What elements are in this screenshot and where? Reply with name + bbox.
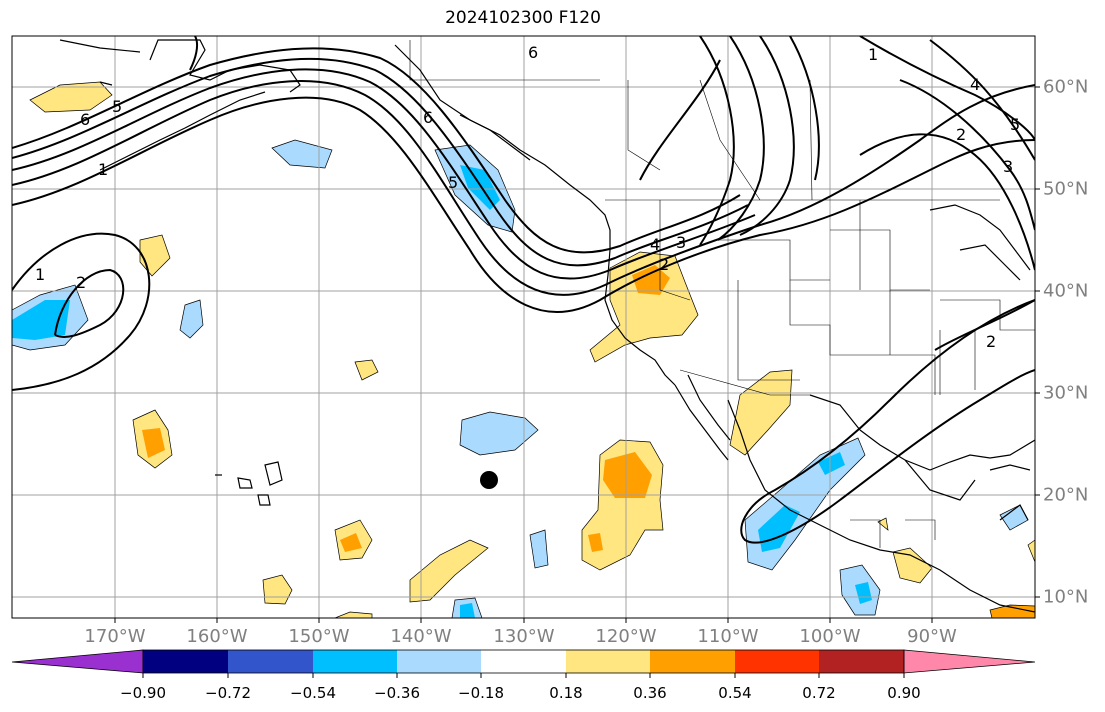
contour-line (934, 299, 1035, 351)
anomaly-positive-area (588, 533, 603, 552)
contour-line (189, 36, 199, 71)
anomaly-positive-area (142, 428, 165, 458)
lon-label: 120°W (595, 626, 657, 647)
anomaly-negative-area (818, 452, 845, 475)
anomaly-negative-area (179, 299, 204, 339)
contour-label: 1 (35, 265, 45, 284)
contour-line (12, 96, 1035, 313)
anomaly-positive-area (29, 81, 113, 113)
contour-line (54, 268, 125, 338)
anomaly-positive-area (354, 359, 379, 381)
contour-line (12, 47, 741, 254)
lat-label: 60°N (1043, 76, 1089, 98)
colorbar-tick-label: −0.18 (458, 684, 504, 702)
anomaly-positive-area (877, 517, 889, 531)
lon-label: 140°W (390, 626, 452, 647)
contour-label: 2 (76, 273, 86, 292)
contour-labels: 6 5 1 6 5 4 3 2 1 2 6 5 4 3 2 1 2 (35, 43, 1020, 351)
lon-label: 100°W (799, 626, 861, 647)
contour-line (699, 36, 735, 246)
colorbar-tick-label: −0.90 (120, 684, 166, 702)
contour-line (12, 232, 151, 391)
contour-label: 1 (868, 45, 878, 64)
lon-label: 150°W (288, 626, 350, 647)
contour-lines (12, 36, 1035, 544)
anomaly-positive-area (892, 547, 933, 584)
contour-line (859, 133, 1035, 271)
anomaly-positive-area (632, 265, 670, 295)
contour-label: 5 (1010, 115, 1020, 134)
contour-label: 2 (659, 255, 669, 274)
anomaly-negative-area (855, 582, 872, 604)
coastlines (59, 39, 1035, 613)
contour-label: 6 (80, 110, 90, 129)
lon-label: 90°W (907, 626, 957, 647)
contour-label: 6 (528, 43, 538, 62)
contour-line (639, 59, 721, 181)
contour-label: 3 (1003, 157, 1013, 176)
anomaly-negative-area (529, 529, 549, 569)
anomaly-positive-area (729, 369, 793, 456)
contour-line (859, 36, 1035, 141)
contour-label: 5 (112, 97, 122, 116)
anomaly-positive-area (334, 611, 373, 618)
anomaly-positive-area (603, 452, 652, 498)
anomaly-negative-area (271, 139, 333, 169)
contour-line (12, 57, 749, 267)
contour-label: 4 (970, 75, 980, 94)
lon-label: 170°W (84, 626, 146, 647)
location-marker (480, 471, 498, 489)
colorbar-tick-label: 0.18 (549, 684, 583, 702)
contour-label: 2 (986, 332, 996, 351)
anomaly-positive-area (409, 539, 489, 603)
colorbar-tick-label: 0.90 (887, 684, 921, 702)
contour-line (12, 68, 756, 280)
lat-label: 40°N (1043, 280, 1089, 302)
contour-line (739, 36, 795, 236)
colorbar-tick-label: −0.54 (290, 684, 336, 702)
colorbar-tick-label: 0.54 (718, 684, 752, 702)
axis-ticks (114, 86, 1040, 623)
lat-label: 30°N (1043, 382, 1089, 404)
anomaly-positive-area (340, 533, 362, 552)
contour-line (740, 299, 1035, 544)
map-title: 2024102300 F120 (445, 8, 601, 28)
graticule (12, 36, 1035, 618)
colorbar-tick-label: 0.36 (633, 684, 667, 702)
contour-label: 1 (98, 160, 108, 179)
contour-line (789, 36, 820, 181)
lat-label: 50°N (1043, 178, 1089, 200)
lat-label: 20°N (1043, 484, 1089, 506)
lat-label: 10°N (1043, 586, 1089, 608)
contour-line (929, 39, 1035, 161)
anomaly-positive-area (1027, 539, 1035, 563)
contour-label: 4 (650, 235, 660, 254)
contour-line (12, 80, 1035, 296)
contour-label: 3 (676, 233, 686, 252)
contour-label: 5 (448, 173, 458, 192)
lon-label: 160°W (186, 626, 248, 647)
lon-label: 110°W (697, 626, 759, 647)
anomaly-negative-area (460, 603, 475, 618)
colorbar-tick-label: −0.72 (205, 684, 251, 702)
colorbar-tick-label: −0.36 (374, 684, 420, 702)
colorbar-tick-label: 0.72 (802, 684, 836, 702)
lon-label: 130°W (493, 626, 555, 647)
contour-label: 2 (956, 125, 966, 144)
contour-line (717, 36, 765, 241)
anomaly-negative-area (459, 411, 539, 456)
contour-line (899, 79, 1035, 231)
contour-label: 6 (423, 108, 433, 127)
